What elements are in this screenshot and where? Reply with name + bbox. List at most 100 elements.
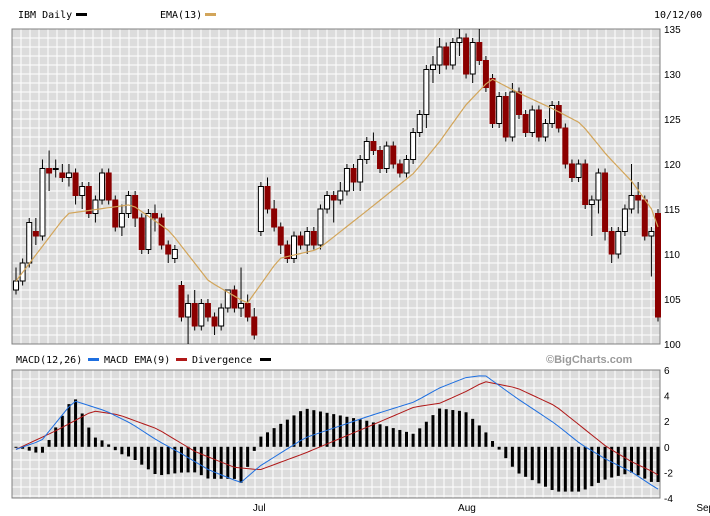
candle-body — [396, 163, 403, 174]
price-grid-frame — [11, 28, 661, 345]
candle — [357, 155, 364, 191]
divergence-bar — [656, 446, 660, 482]
divergence-bar — [166, 446, 170, 475]
candle-body — [443, 46, 450, 66]
divergence-bar — [570, 446, 574, 492]
candle-body — [297, 235, 304, 246]
candle — [59, 164, 66, 182]
candle — [443, 42, 450, 70]
divergence-bar — [616, 446, 620, 476]
candle — [621, 204, 628, 236]
candle-body — [562, 127, 569, 165]
macd-legend-swatch — [88, 358, 99, 361]
candle — [317, 204, 324, 250]
macd-legend-label: MACD(12,26) — [16, 355, 82, 366]
divergence-bar — [550, 446, 554, 491]
ema-line — [15, 78, 659, 304]
candle-body — [257, 186, 264, 232]
divergence-bar — [358, 419, 362, 447]
candle — [324, 191, 331, 214]
candle — [32, 218, 39, 245]
candle — [549, 101, 556, 128]
candle — [377, 146, 384, 173]
candle — [502, 92, 509, 142]
candle — [290, 231, 297, 263]
divergence-bar — [80, 413, 84, 447]
macd-tick-label: 2 — [664, 417, 670, 428]
candle-body — [72, 172, 79, 196]
candle-body — [416, 114, 423, 133]
candle-body — [26, 222, 33, 264]
candle — [482, 56, 489, 92]
divergence-bar — [120, 446, 124, 455]
candle — [277, 222, 284, 254]
candle-body — [423, 69, 430, 115]
candle-body — [198, 303, 205, 327]
divergence-bar — [438, 408, 442, 447]
divergence-bar — [219, 446, 223, 479]
divergence-bar — [464, 412, 468, 447]
candle-body — [158, 217, 165, 246]
macd-tick-label: -2 — [664, 468, 673, 479]
candle — [165, 240, 172, 263]
candle-body — [271, 208, 278, 228]
candle-body — [588, 199, 595, 205]
divergence-bar — [113, 446, 117, 451]
candle — [271, 200, 278, 232]
candle — [304, 227, 311, 254]
candle — [463, 33, 470, 79]
divergence-bar — [206, 446, 210, 479]
candle — [416, 110, 423, 137]
candle-body — [595, 172, 602, 201]
macd-tick-label: 4 — [664, 392, 670, 403]
divergence-bar — [332, 414, 336, 447]
divergence-bar — [424, 421, 428, 447]
symbol-legend-swatch — [76, 13, 87, 16]
divergence-bar — [577, 446, 581, 492]
divergence-bar — [146, 446, 150, 470]
candle — [350, 164, 357, 191]
divergence-bar — [140, 446, 144, 465]
divergence-bar — [160, 446, 164, 476]
divergence-bar — [391, 428, 395, 447]
candle — [231, 285, 238, 313]
candle-body — [370, 141, 377, 151]
candle — [191, 290, 198, 331]
candle-body — [32, 231, 39, 237]
candle-body — [535, 109, 542, 138]
divergence-bar — [404, 431, 408, 447]
candle — [46, 150, 53, 191]
divergence-bar — [338, 415, 342, 447]
candle — [310, 227, 317, 250]
candle-body — [85, 186, 92, 214]
divergence-bar — [345, 416, 349, 447]
price-tick-label: 105 — [664, 295, 681, 306]
candle — [456, 29, 463, 56]
month-label: Aug — [458, 503, 476, 514]
candle — [595, 168, 602, 214]
candle — [615, 227, 622, 259]
candle-body — [410, 132, 417, 160]
candle-body — [92, 199, 99, 214]
divergence-bar — [266, 432, 270, 447]
candle-body — [350, 168, 357, 183]
divergence-bar — [179, 446, 183, 473]
divergence-bar — [21, 446, 25, 449]
divergence-bar — [517, 446, 521, 474]
candle-body — [238, 303, 245, 309]
divergence-legend-swatch — [260, 358, 271, 361]
candle-body — [482, 60, 489, 88]
candle — [562, 123, 569, 169]
divergence-bar — [67, 404, 71, 447]
divergence-bar — [239, 446, 243, 483]
candle-body — [542, 123, 549, 138]
divergence-bar — [636, 446, 640, 476]
candle — [264, 177, 271, 214]
candle-body — [204, 303, 211, 318]
candle — [72, 168, 79, 205]
candle-body — [456, 37, 463, 43]
candle-body — [549, 105, 556, 124]
candle-body — [476, 42, 483, 61]
candle-body — [602, 172, 609, 232]
